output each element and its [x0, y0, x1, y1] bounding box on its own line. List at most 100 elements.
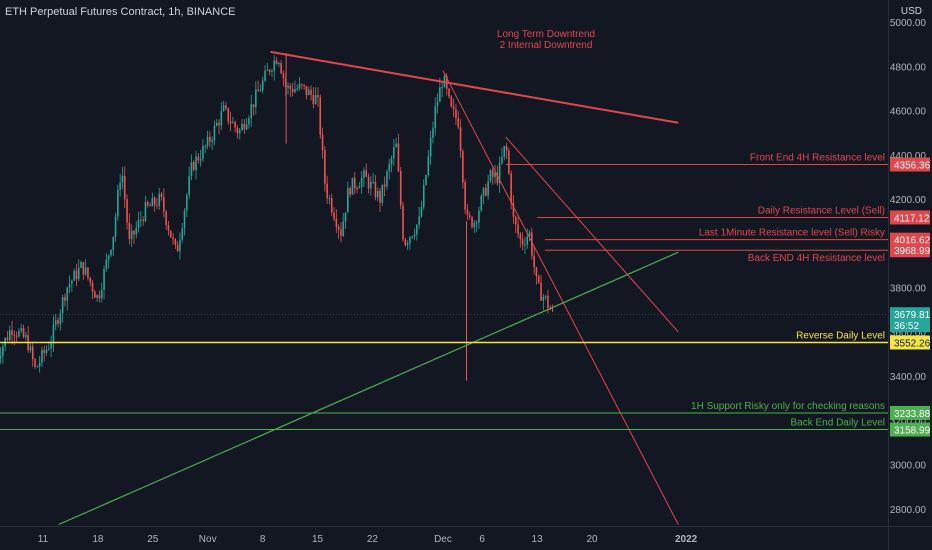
candle-body [22, 328, 25, 337]
candle-body [537, 276, 540, 283]
trend-line [505, 136, 679, 333]
candle-body [342, 221, 345, 237]
candle-body [142, 219, 144, 221]
candle-body [335, 218, 338, 227]
candle-body [232, 122, 234, 124]
candle-body [91, 282, 94, 292]
candle-body [517, 224, 519, 234]
candle-body [503, 146, 506, 158]
candle-body [31, 346, 34, 360]
candle-body [137, 219, 140, 228]
candle-body [57, 320, 59, 324]
time-tick-label: 2022 [675, 534, 698, 545]
candle-body [416, 224, 418, 235]
candle-body [213, 125, 216, 141]
candle-body [510, 173, 512, 203]
candle-body [333, 212, 335, 219]
candle-body [126, 199, 128, 223]
chart-title: ETH Perpetual Futures Contract, 1h, BINA… [5, 6, 236, 18]
candle-body [356, 188, 358, 190]
candle-body [2, 346, 4, 356]
candle-body [238, 130, 241, 134]
candle-body [452, 106, 455, 110]
candle-body [317, 95, 319, 98]
candle-body [245, 124, 248, 130]
candle-body [158, 193, 161, 206]
candle-body [50, 343, 52, 349]
price-tag [890, 210, 930, 225]
candle-body [45, 349, 48, 353]
candle-body [8, 330, 11, 340]
candle-body [296, 88, 299, 90]
candle-body [535, 267, 538, 277]
candle-body [220, 110, 223, 126]
level-label: Last 1Minute Resistance level (Sell) Ris… [699, 228, 885, 239]
candle-body [459, 127, 462, 152]
candle-body [521, 239, 524, 245]
price-tick-label: 3000.00 [890, 461, 927, 472]
candle-body [52, 324, 55, 344]
price-tick-label: 4600.00 [890, 107, 927, 118]
candle-body [280, 63, 282, 74]
candle-body [508, 150, 510, 174]
candle-body [547, 296, 549, 308]
price-tick-label: 3600.00 [890, 328, 927, 339]
candle-body [314, 95, 317, 105]
candle-body [376, 190, 379, 198]
candle-body [183, 210, 186, 229]
candle-body [349, 188, 351, 195]
trend-line [58, 251, 679, 526]
candle-body [206, 136, 209, 146]
candle-body [425, 175, 427, 185]
candle-body [250, 104, 253, 119]
candle-body [519, 233, 522, 240]
candle-body [266, 70, 269, 72]
candle-body [434, 106, 437, 129]
candle-body [455, 109, 457, 119]
candle-body [457, 118, 460, 128]
candle-body [20, 328, 23, 332]
candle-body [252, 104, 255, 108]
candle-body [43, 350, 46, 353]
candle-body [107, 255, 110, 260]
candle-body [80, 262, 82, 268]
candle-body [485, 187, 487, 196]
candle-body [82, 262, 85, 275]
candle-body [15, 335, 18, 337]
candle-body [395, 143, 397, 148]
price-tag-text: 3233.88 [894, 409, 931, 420]
candle-body [372, 181, 374, 183]
candle-body [351, 177, 354, 195]
time-tick-label: 8 [260, 534, 266, 545]
price-tag [890, 422, 930, 437]
candle-body [243, 123, 246, 130]
candle-body [163, 197, 165, 212]
candle-body [301, 84, 303, 86]
candle-body [450, 96, 453, 107]
candle-body [130, 230, 133, 239]
candle-body [468, 215, 471, 218]
candle-body [160, 193, 163, 198]
candle-body [202, 145, 204, 159]
candle-body [68, 284, 71, 288]
price-tag [890, 335, 930, 350]
candle-body [436, 101, 439, 107]
candle-body [114, 216, 117, 237]
candle-body [103, 268, 105, 291]
candle-body [64, 297, 66, 301]
candle-body [321, 134, 324, 151]
candle-body [259, 90, 262, 92]
candle-body [287, 85, 289, 88]
candle-body [298, 84, 301, 89]
time-tick-label: 22 [367, 534, 379, 545]
candle-body [105, 259, 108, 269]
candle-body [312, 94, 315, 105]
candle-body [135, 227, 138, 235]
level-label: Back END 4H Resistance level [748, 253, 885, 264]
price-tick-label: 3800.00 [890, 284, 927, 295]
candle-body [149, 205, 151, 207]
candle-body [324, 150, 326, 184]
candle-body [305, 86, 308, 96]
candle-body [441, 87, 443, 89]
